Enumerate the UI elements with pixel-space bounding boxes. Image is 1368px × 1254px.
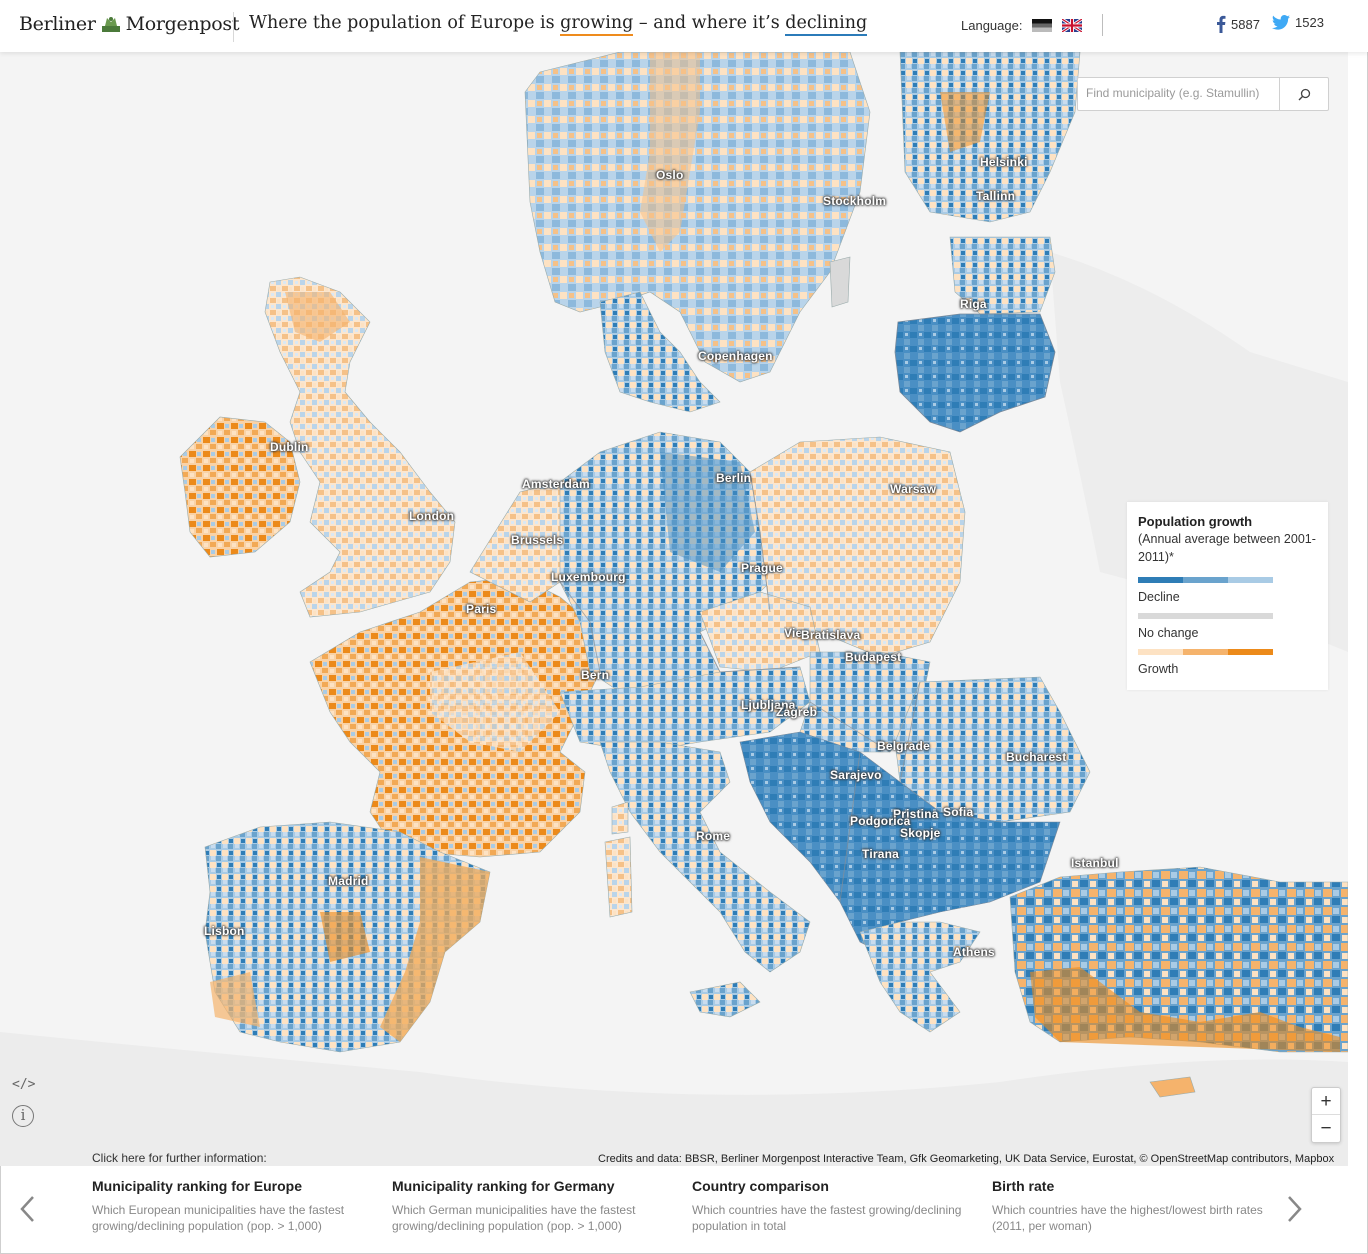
legend-nochange-label: No change — [1138, 626, 1199, 640]
legend-growth-bar — [1138, 649, 1273, 655]
card-title: Birth rate — [992, 1178, 1055, 1194]
card-title: Country comparison — [692, 1178, 829, 1194]
ranking-europe-card[interactable]: Municipality ranking for Europe Which Eu… — [92, 1178, 377, 1234]
twitter-icon — [1272, 15, 1290, 30]
search-button[interactable] — [1279, 78, 1328, 110]
site-header: Berliner Morgenpost Where the population… — [0, 0, 1368, 52]
title-declining: declining — [785, 13, 868, 36]
municipality-search — [1077, 77, 1329, 111]
legend-swatch — [1138, 577, 1183, 583]
card-description: Which countries have the fastest growing… — [692, 1203, 962, 1233]
previous-arrow-icon[interactable] — [18, 1194, 36, 1224]
embed-code-icon[interactable]: </> — [12, 1077, 36, 1092]
zoom-out-button[interactable]: − — [1320, 1118, 1332, 1139]
brand-logo[interactable]: Berliner Morgenpost — [19, 13, 240, 35]
further-info-label: Click here for further information: — [92, 1151, 267, 1165]
card-title: Municipality ranking for Germany — [392, 1178, 615, 1194]
legend-swatch — [1228, 649, 1273, 655]
legend-decline-label: Decline — [1138, 590, 1180, 604]
title-growing: growing — [560, 13, 634, 36]
legend-swatch — [1228, 577, 1273, 583]
logo-text-right: Morgenpost — [125, 13, 240, 35]
card-description: Which countries have the highest/lowest … — [992, 1203, 1263, 1233]
zoom-in-button[interactable]: + — [1312, 1088, 1340, 1115]
card-description: Which German municipalities have the fas… — [392, 1203, 636, 1233]
country-comparison-card[interactable]: Country comparison Which countries have … — [692, 1178, 977, 1234]
birth-rate-card[interactable]: Birth rate Which countries have the high… — [992, 1178, 1277, 1234]
uk-flag-icon[interactable] — [1062, 19, 1082, 32]
legend-title: Population growth — [1138, 514, 1253, 529]
header-divider — [233, 12, 234, 42]
german-flag-icon[interactable] — [1032, 19, 1052, 32]
language-label: Language: — [961, 18, 1023, 33]
zoom-control: + − — [1311, 1087, 1341, 1143]
search-icon — [1298, 88, 1310, 100]
legend-swatch — [1183, 577, 1228, 583]
legend-decline-bar — [1138, 577, 1273, 583]
title-prefix: Where the population of Europe is — [249, 13, 561, 33]
page-title: Where the population of Europe is growin… — [249, 13, 868, 36]
map-canvas[interactable] — [0, 52, 1348, 1166]
legend-nochange-bar — [1138, 613, 1273, 619]
legend-growth-label: Growth — [1138, 662, 1179, 676]
title-middle: – and where it’s — [633, 13, 786, 33]
search-input[interactable] — [1078, 78, 1294, 108]
facebook-share[interactable]: 5887 — [1216, 15, 1260, 33]
facebook-icon — [1217, 15, 1226, 33]
header-divider — [1102, 14, 1103, 36]
map-credits: Credits and data: BBSR, Berliner Morgenp… — [598, 1153, 1335, 1165]
ranking-germany-card[interactable]: Municipality ranking for Germany Which G… — [392, 1178, 677, 1234]
logo-text-left: Berliner — [19, 13, 96, 35]
map-legend: Population growth (Annual average betwee… — [1127, 502, 1328, 690]
legend-swatch — [1138, 613, 1273, 619]
card-description: Which European municipalities have the f… — [92, 1203, 345, 1233]
facebook-count: 5887 — [1231, 16, 1260, 32]
card-title: Municipality ranking for Europe — [92, 1178, 303, 1194]
legend-swatch — [1138, 649, 1183, 655]
info-icon[interactable]: i — [12, 1105, 34, 1127]
twitter-share[interactable]: 1523 — [1272, 15, 1324, 30]
legend-subtitle: (Annual average between 2001-2011)* — [1138, 532, 1316, 564]
next-arrow-icon[interactable] — [1286, 1194, 1304, 1224]
twitter-count: 1523 — [1295, 15, 1324, 30]
bear-crest-icon — [101, 17, 120, 32]
legend-swatch — [1183, 649, 1228, 655]
